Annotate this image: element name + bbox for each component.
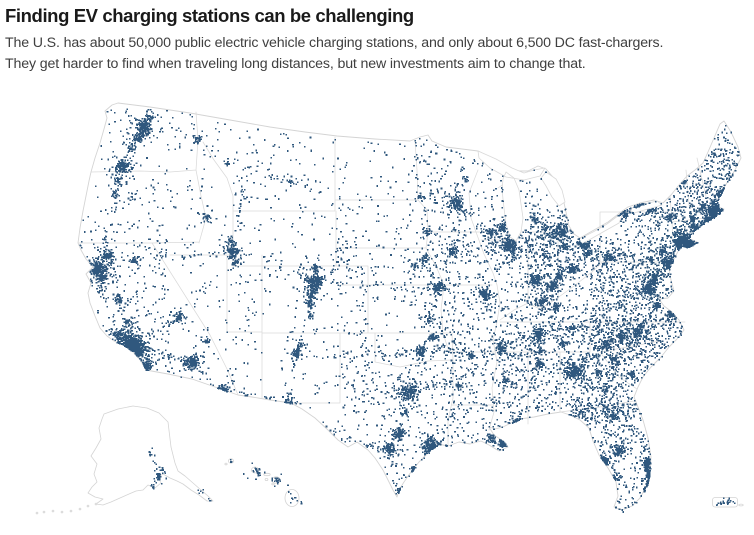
aleutian-island bbox=[42, 510, 46, 514]
great-lakes bbox=[477, 150, 663, 245]
hawaiian-island bbox=[263, 472, 271, 477]
hawaiian-island bbox=[271, 482, 275, 486]
hawaiian-island bbox=[224, 462, 228, 466]
chart-subtitle-line-2: They get harder to find when traveling l… bbox=[5, 56, 586, 73]
hawaiian-island bbox=[264, 477, 269, 481]
hawaii-outline bbox=[224, 458, 300, 507]
contiguous-us-outline bbox=[77, 102, 742, 511]
chart-subtitle: The U.S. has about 50,000 public electri… bbox=[5, 33, 753, 76]
alaska-outline bbox=[35, 405, 214, 515]
chart-header: Finding EV charging stations can be chal… bbox=[5, 4, 753, 76]
chart-title: Finding EV charging stations can be chal… bbox=[5, 5, 414, 26]
aleutian-island bbox=[60, 510, 64, 514]
aleutian-island bbox=[86, 504, 90, 508]
puerto-rico-outline bbox=[712, 497, 744, 508]
chart-subtitle-line-1: The U.S. has about 50,000 public electri… bbox=[5, 34, 664, 51]
puerto-rico-shape bbox=[712, 497, 738, 508]
aleutian-island bbox=[35, 511, 39, 515]
aleutian-island bbox=[78, 507, 82, 511]
aleutian-island bbox=[69, 509, 73, 513]
aleutian-island bbox=[51, 509, 55, 513]
vieques-shape bbox=[738, 503, 744, 507]
aleutian-island bbox=[94, 502, 98, 506]
